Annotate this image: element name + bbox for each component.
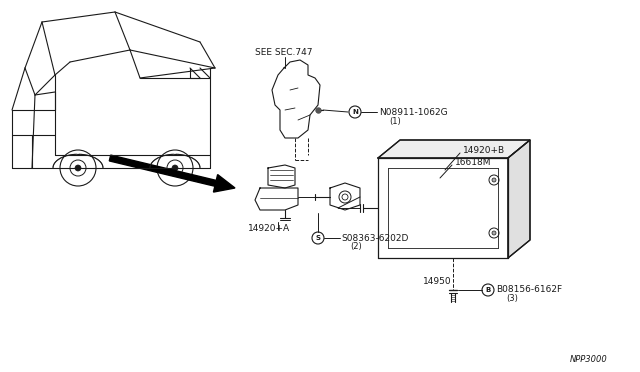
Text: (2): (2) (350, 243, 362, 251)
Text: NPP3000: NPP3000 (570, 356, 608, 365)
Circle shape (492, 231, 496, 235)
FancyArrow shape (109, 155, 235, 192)
Text: SEE SEC.747: SEE SEC.747 (255, 48, 312, 57)
Text: N: N (352, 109, 358, 115)
Circle shape (75, 165, 81, 171)
Text: 14920+A: 14920+A (248, 224, 290, 232)
Text: B08156-6162F: B08156-6162F (496, 285, 562, 295)
Polygon shape (508, 140, 530, 258)
Text: S08363-6202D: S08363-6202D (341, 234, 408, 243)
Text: 14920+B: 14920+B (463, 145, 505, 154)
Text: B: B (485, 287, 491, 293)
Polygon shape (378, 140, 530, 158)
Circle shape (172, 165, 178, 171)
Text: S: S (316, 235, 321, 241)
Text: N08911-1062G: N08911-1062G (379, 108, 447, 116)
Text: 14950: 14950 (423, 278, 452, 286)
Text: (1): (1) (389, 116, 401, 125)
Text: 16618M: 16618M (455, 157, 492, 167)
Text: (3): (3) (506, 295, 518, 304)
Circle shape (492, 178, 496, 182)
